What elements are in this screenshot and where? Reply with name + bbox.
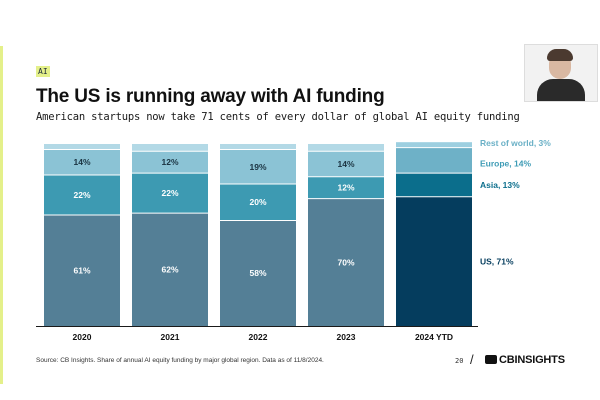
cb-insights-logo: CBINSIGHTS (485, 354, 565, 366)
source-note: Source: CB Insights. Share of annual AI … (36, 357, 324, 364)
x-tick-2023: 2023 (337, 332, 356, 342)
x-tick-2021: 2021 (161, 332, 180, 342)
bar-asia-2020 (44, 174, 120, 215)
bar-europe-2023 (308, 151, 384, 177)
data-label-asia-2022: 20% (249, 197, 266, 207)
data-label-us-2023: 70% (337, 257, 354, 267)
bar-rest-of-world-2024-ytd (396, 142, 472, 148)
data-label-us-2021: 62% (161, 265, 178, 275)
data-label-europe-2023: 14% (337, 159, 354, 169)
data-label-europe-2020: 14% (73, 157, 90, 167)
bar-us-2021 (132, 213, 208, 326)
x-tick-2022: 2022 (249, 332, 268, 342)
data-label-europe-2021: 12% (161, 157, 178, 167)
logo-text: CBINSIGHTS (499, 354, 565, 366)
legend-rest-of-world: Rest of world, 3% (480, 138, 551, 148)
legend-asia: Asia, 13% (480, 180, 520, 190)
bar-rest-of-world-2023 (308, 144, 384, 152)
bar-us-2023 (308, 198, 384, 326)
bar-europe-2024-ytd (396, 147, 472, 174)
slide-subtitle: American startups now take 71 cents of e… (36, 111, 520, 123)
bar-asia-2023 (308, 176, 384, 199)
x-tick-2020: 2020 (73, 332, 92, 342)
bar-us-2020 (44, 214, 120, 326)
data-label-europe-2022: 19% (249, 162, 266, 172)
data-label-us-2020: 61% (73, 265, 90, 275)
bar-us-2024-ytd (396, 196, 472, 326)
presenter-body (537, 79, 585, 101)
data-label-asia-2021: 22% (161, 188, 178, 198)
divider-slash: / (470, 352, 474, 367)
legend-us: US, 71% (480, 256, 514, 266)
bar-asia-2021 (132, 173, 208, 214)
bar-europe-2021 (132, 151, 208, 174)
data-label-us-2022: 58% (249, 268, 266, 278)
legend-europe: Europe, 14% (480, 158, 531, 168)
bar-europe-2020 (44, 149, 120, 175)
page-number: 20 (455, 357, 464, 365)
slide-title: The US is running away with AI funding (36, 86, 385, 107)
bar-asia-2022 (220, 184, 296, 221)
data-label-asia-2023: 12% (337, 183, 354, 193)
topic-tag: AI (36, 66, 50, 77)
accent-bar (0, 46, 3, 384)
cb-insights-logo-icon (485, 355, 497, 364)
bar-asia-2024-ytd (396, 173, 472, 197)
bar-us-2022 (220, 220, 296, 326)
bar-rest-of-world-2022 (220, 144, 296, 150)
bar-rest-of-world-2021 (132, 144, 208, 152)
presenter-hair (547, 49, 573, 61)
bar-europe-2022 (220, 149, 296, 185)
bar-rest-of-world-2020 (44, 144, 120, 150)
x-tick-2024-ytd: 2024 YTD (415, 332, 453, 342)
presenter-webcam (524, 44, 598, 102)
data-label-asia-2020: 22% (73, 190, 90, 200)
